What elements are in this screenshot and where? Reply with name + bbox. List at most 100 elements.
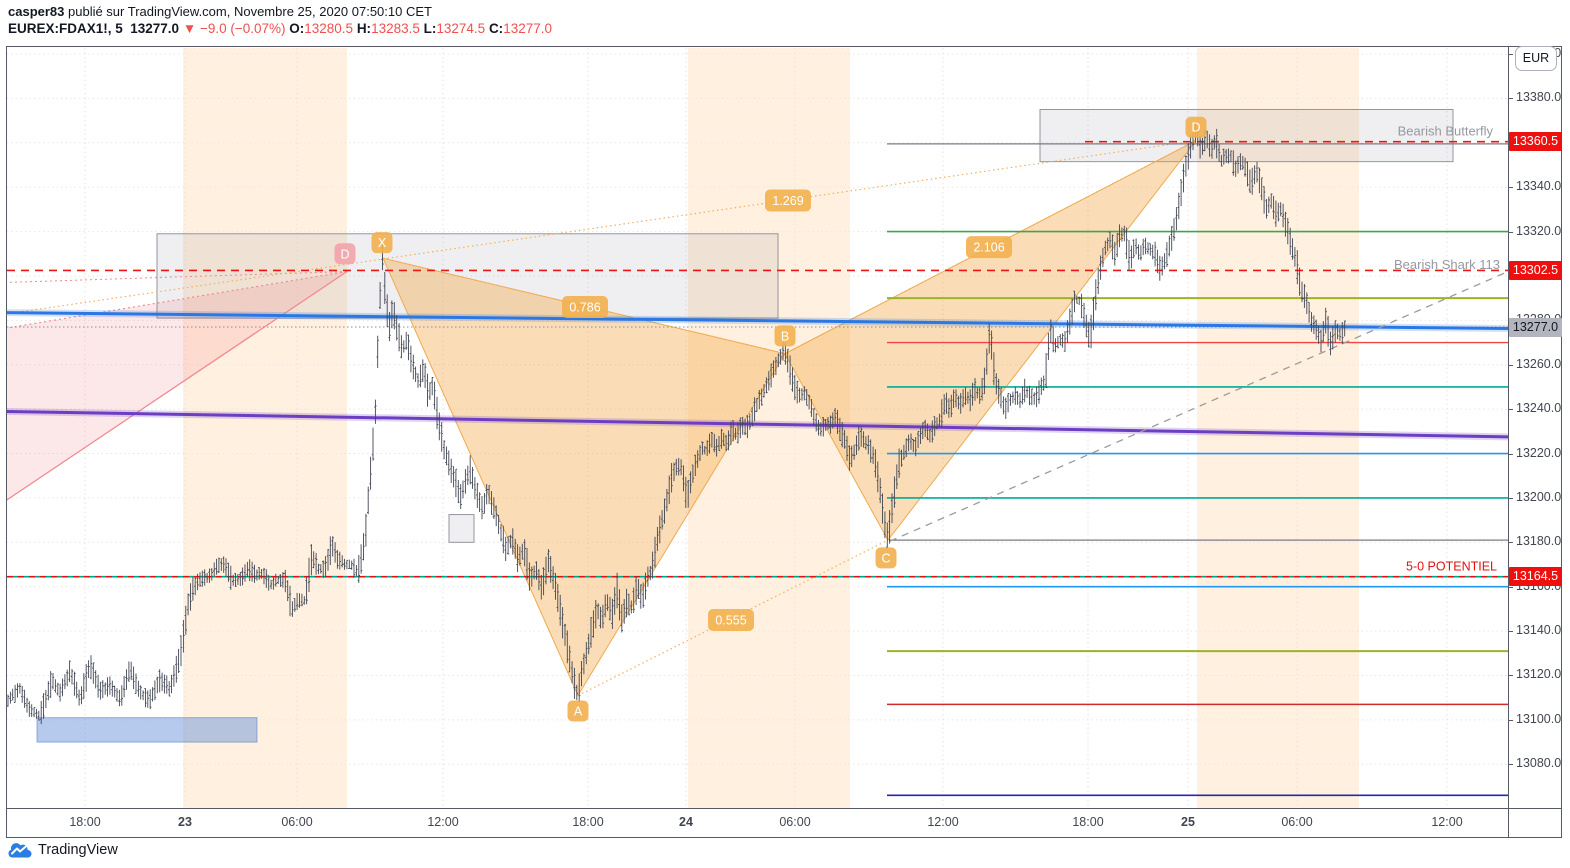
gray-zone-rect[interactable] [1039,108,1454,163]
ohlc-segment: 13280.5 [304,21,357,36]
pattern-point-badge[interactable]: 2.106 [966,236,1012,259]
ohlc-segment: ▼ −9.0 (−0.07%) [182,21,290,36]
pattern-point-badge[interactable]: X [371,232,393,254]
pink-pattern-edge [7,270,348,501]
ohlc-segment: EUREX:FDAX1!, 5 13277.0 [8,21,183,36]
price-tick [1508,53,1513,55]
badge-label: D [340,247,349,261]
ohlc-segment: 13274.5 [436,21,489,36]
time-axis-label[interactable]: 18:00 [572,815,604,829]
price-axis-label[interactable]: 13240.0 [1516,401,1562,416]
time-axis-label[interactable]: 23 [178,815,192,829]
badge-label: 2.106 [973,241,1004,255]
time-axis-label[interactable]: 06:00 [1281,815,1313,829]
time-axis-label[interactable]: 24 [679,815,693,829]
badge-bg [371,232,393,254]
time-axis-label[interactable]: 18:00 [69,815,101,829]
trend-ma-line[interactable] [7,311,1508,331]
price-axis-label[interactable]: 13100.0 [1516,711,1562,726]
time-axis-label[interactable]: 12:00 [427,815,459,829]
price-tick [1508,497,1513,499]
price-axis-label[interactable]: 13140.0 [1516,623,1562,638]
badge-label: D [1191,121,1200,135]
trend-ma-line[interactable] [7,409,1508,439]
price-tick [1508,719,1513,721]
price-tick [1508,542,1513,544]
session-highlight-band [183,48,347,808]
dashed-trendline[interactable] [889,270,1508,542]
gray-zone-rect[interactable] [156,233,779,319]
ohlc-segment: O: [289,21,305,36]
pattern-point-badge[interactable]: C [875,547,897,569]
time-axis-separator [6,808,1562,809]
pattern-point-badge[interactable]: A [567,700,589,722]
price-axis-label[interactable]: 13340.0 [1516,179,1562,194]
badge-label: B [781,329,789,343]
badge-label: X [378,236,387,250]
last-price-badge[interactable]: 13277.0 [1509,317,1562,337]
badge-bg [708,608,754,631]
pattern-annotation-text: 5-0 POTENTIEL [1406,560,1497,574]
price-axis-label[interactable]: 13320.0 [1516,223,1562,238]
session-highlight-band [1197,48,1359,808]
price-tick [1508,98,1513,100]
pattern-point-badge[interactable]: 1.269 [765,189,811,212]
pattern-point-badge[interactable]: D [1185,116,1207,138]
gray-zone-rect[interactable] [448,514,475,543]
time-axis-label[interactable]: 12:00 [927,815,959,829]
badge-bg [562,296,608,319]
price-axis-separator [1508,46,1509,838]
badge-label: 0.786 [569,301,600,315]
time-axis-label[interactable]: 06:00 [779,815,811,829]
price-axis-label[interactable]: 13200.0 [1516,489,1562,504]
time-axis-label[interactable]: 25 [1181,815,1195,829]
pattern-annotation-text: Bearish Shark 113 [1394,257,1500,272]
pattern-point-badge[interactable]: 0.555 [708,608,754,631]
xabcd-ratio-connector [382,257,786,355]
badge-label: A [574,705,583,719]
ohlc-segment: 13277.0 [503,21,552,36]
xabcd-ratio-connector [7,139,1197,315]
price-tick [1508,631,1513,633]
price-tick [1508,364,1513,366]
pattern-point-badge[interactable]: D [334,243,356,265]
price-axis-label[interactable]: 13220.0 [1516,445,1562,460]
time-axis-label[interactable]: 18:00 [1072,815,1104,829]
badge-bg [765,189,811,212]
alert-price-badge[interactable]: 13302.5 [1509,260,1562,280]
blue-zone-rect[interactable] [36,717,258,743]
alert-price-badge[interactable]: 13164.5 [1509,567,1562,587]
price-tick [1508,675,1513,677]
price-tick [1508,586,1513,588]
badge-bg [1185,116,1207,138]
price-axis-label[interactable]: 13180.0 [1516,534,1562,549]
time-axis-label[interactable]: 06:00 [281,815,313,829]
tradingview-branding[interactable]: TradingView [8,840,118,860]
pattern-annotation-text: Bearish Butterfly [1398,124,1494,139]
badge-bg [334,243,356,265]
price-axis-label[interactable]: 13380.0 [1516,90,1562,105]
currency-button[interactable]: EUR [1515,46,1557,71]
xabcd-ratio-connector [577,539,889,697]
price-axis-label[interactable]: 13080.0 [1516,756,1562,771]
price-tick [1508,764,1513,766]
badge-bg [875,547,897,569]
price-axis-label[interactable]: 13120.0 [1516,667,1562,682]
chart-plot-area[interactable]: Bearish Butterfly Bearish Shark 113 5-0 PO… [7,47,1508,808]
pattern-point-badge[interactable]: B [774,325,796,347]
publish-info: publié sur TradingView.com, Novembre 25,… [64,4,432,19]
price-tick [1508,187,1513,189]
ohlc-segment: C: [488,21,504,36]
price-tick [1508,453,1513,455]
alert-price-badge[interactable]: 13360.5 [1509,132,1562,152]
time-axis-label[interactable]: 12:00 [1431,815,1463,829]
pattern-point-badge[interactable]: 0.786 [562,296,608,319]
badge-label: 0.555 [715,613,746,627]
badge-bg [966,236,1012,259]
tradingview-brand-name: TradingView [38,842,118,858]
badge-bg [567,700,589,722]
price-tick [1508,409,1513,411]
price-axis-label[interactable]: 13260.0 [1516,356,1562,371]
symbol-ohlc-row: EUREX:FDAX1!, 5 13277.0 ▼ −9.0 (−0.07%) … [8,21,552,36]
